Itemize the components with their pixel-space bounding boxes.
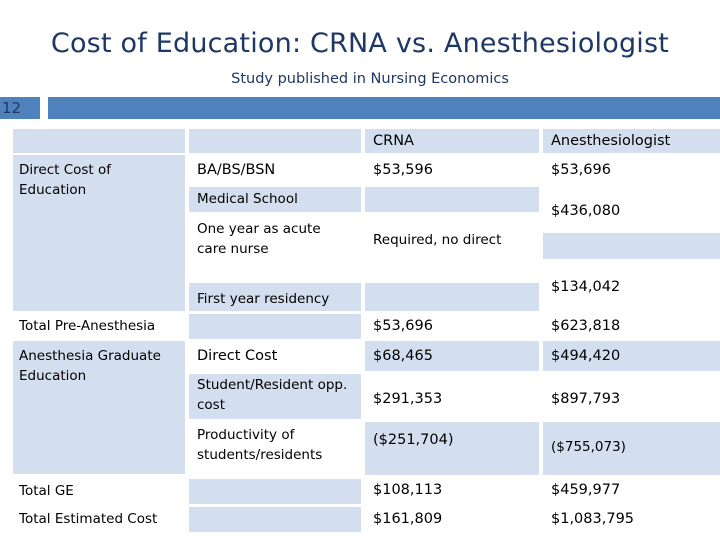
value-total-ge-crna: $108,113	[373, 482, 443, 498]
label-bs: BA/BS/BSN	[197, 162, 276, 178]
label-direct-cost: Direct Cost	[197, 348, 278, 364]
band	[189, 479, 361, 504]
band	[543, 341, 720, 371]
label-productivity: Productivity of students/residents	[197, 427, 323, 464]
value-direct-cost-crna: $68,465	[373, 348, 433, 364]
slide-number: 12	[2, 99, 22, 117]
band	[189, 507, 361, 532]
value-productivity-anes: ($755,073)	[551, 439, 626, 455]
value-medical-school-anes: $436,080	[551, 203, 621, 219]
band	[13, 129, 185, 153]
value-total-pre-anes: $623,818	[551, 318, 621, 334]
slide-subtitle: Study published in Nursing Economics	[231, 71, 509, 87]
value-opp-cost-anes: $897,793	[551, 391, 621, 407]
band	[189, 314, 361, 339]
value-acute-care-crna: Required, no direct	[373, 232, 502, 248]
band	[365, 283, 539, 311]
value-total-est-crna: $161,809	[373, 511, 443, 527]
band	[365, 341, 539, 371]
value-total-pre-crna: $53,696	[373, 318, 433, 334]
band	[543, 233, 720, 259]
label-acute-care-nurse: One year as acute care nurse	[197, 221, 321, 258]
row-label-direct-cost: Direct Cost of Education	[19, 162, 112, 199]
band	[365, 187, 539, 212]
value-total-est-anes: $1,083,795	[551, 511, 635, 527]
row-label-graduate-education: Anesthesia Graduate Education	[19, 348, 161, 385]
value-residency-anes: $134,042	[551, 279, 621, 295]
accent-bar-right	[48, 97, 720, 119]
row-label-total-ge: Total GE	[19, 483, 74, 499]
label-first-year-residency: First year residency	[197, 291, 330, 307]
band	[365, 422, 539, 475]
band	[189, 283, 361, 311]
label-medical-school: Medical School	[197, 191, 298, 207]
label-opportunity-cost: Student/Resident opp. cost	[197, 377, 348, 414]
value-productivity-crna: ($251,704)	[373, 432, 454, 448]
header-anesthesiologist: Anesthesiologist	[551, 133, 671, 149]
header-crna: CRNA	[373, 133, 414, 149]
accent-bar-left	[0, 97, 40, 119]
band	[189, 129, 361, 153]
band	[13, 341, 185, 474]
band	[543, 129, 720, 153]
value-bs-crna: $53,596	[373, 162, 433, 178]
band	[189, 374, 361, 419]
value-direct-cost-anes: $494,420	[551, 348, 621, 364]
value-opp-cost-crna: $291,353	[373, 391, 443, 407]
band	[365, 129, 539, 153]
row-label-total-estimated-cost: Total Estimated Cost	[19, 511, 158, 527]
value-total-ge-anes: $459,977	[551, 482, 621, 498]
band	[543, 422, 720, 475]
row-label-total-pre-anesthesia: Total Pre-Anesthesia	[19, 318, 156, 334]
value-bs-anes: $53,696	[551, 162, 611, 178]
band	[189, 187, 361, 212]
band	[13, 155, 185, 311]
slide-title: Cost of Education: CRNA vs. Anesthesiolo…	[50, 28, 670, 59]
